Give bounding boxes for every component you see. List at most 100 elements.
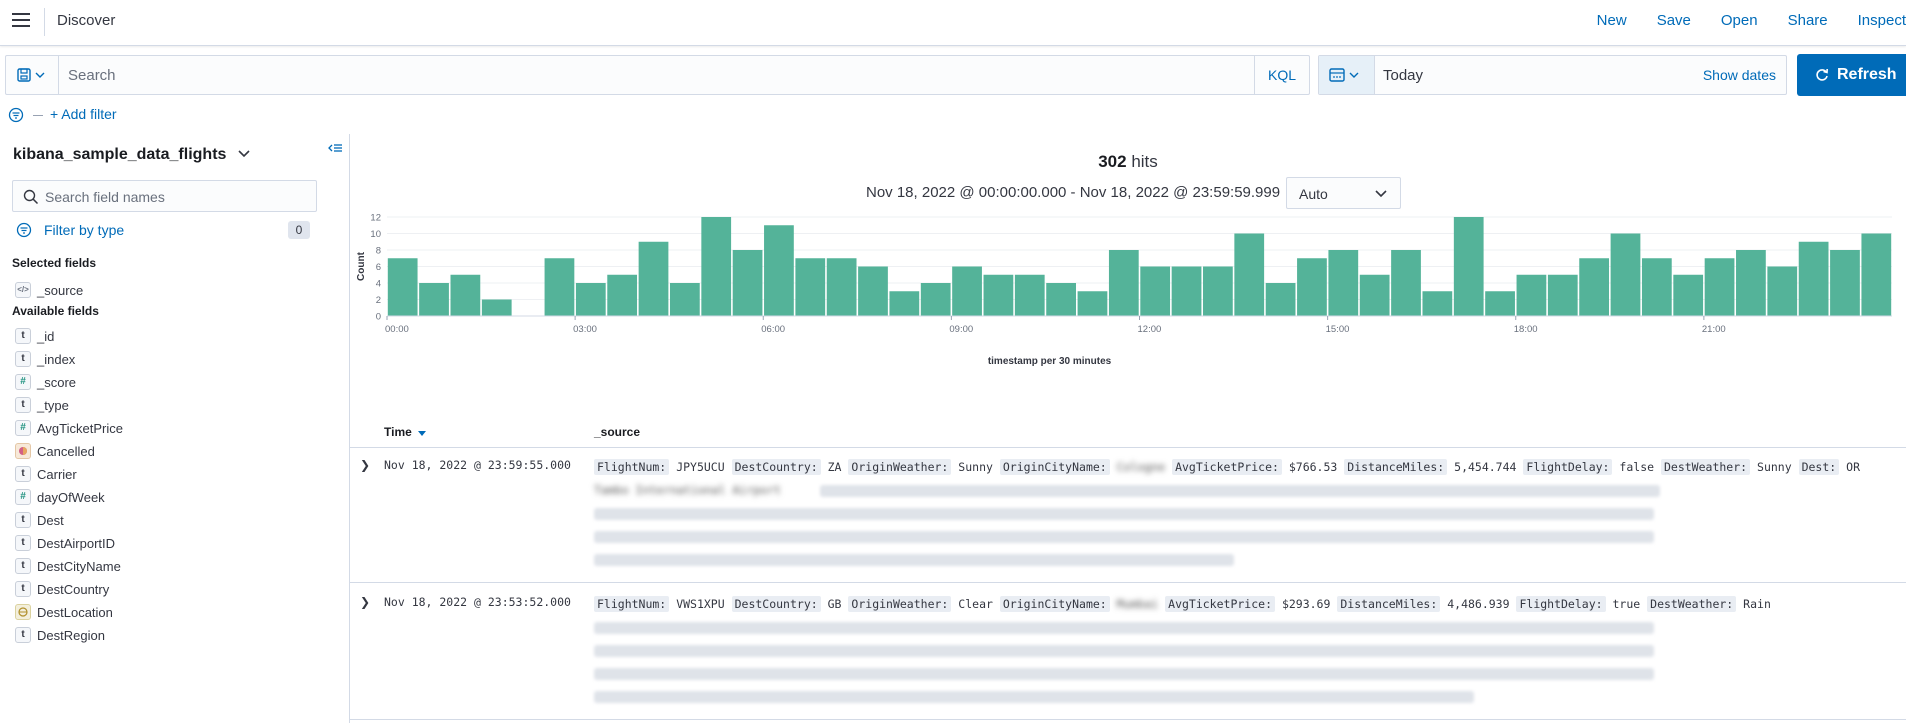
open-link[interactable]: Open <box>1720 12 1758 29</box>
source-field-key: DestCountry: <box>731 459 821 475</box>
save-link[interactable]: Save <box>1656 12 1691 29</box>
histogram-bar[interactable] <box>419 283 449 316</box>
histogram-bar[interactable] <box>638 241 669 316</box>
histogram-bar[interactable] <box>1485 291 1515 316</box>
expand-row-icon[interactable]: ❯ <box>360 595 371 609</box>
filter-by-type-button[interactable]: Filter by type 0 <box>16 220 316 242</box>
histogram-bar[interactable] <box>1046 283 1076 316</box>
quick-menu-button[interactable] <box>1319 56 1375 94</box>
date-range-text[interactable]: Today <box>1383 67 1424 84</box>
histogram-bar[interactable] <box>481 299 512 317</box>
histogram-bar[interactable] <box>1265 283 1296 316</box>
field-search-input[interactable] <box>45 189 305 205</box>
histogram-bar[interactable] <box>607 274 638 316</box>
histogram-bar[interactable] <box>1610 233 1641 317</box>
histogram-bar[interactable] <box>1203 266 1233 317</box>
histogram-bar[interactable] <box>1108 250 1139 316</box>
histogram-bar[interactable] <box>983 274 1014 316</box>
kql-toggle[interactable]: KQL <box>1254 56 1309 94</box>
y-tick-label: 0 <box>376 312 381 323</box>
string-type-icon: t <box>15 558 31 574</box>
share-link[interactable]: Share <box>1787 12 1828 29</box>
expand-row-icon[interactable]: ❯ <box>360 458 371 472</box>
menu-icon[interactable] <box>12 13 30 27</box>
x-tick-label: 21:00 <box>1702 324 1726 335</box>
source-field-key: OriginWeather: <box>848 596 952 612</box>
histogram-bar[interactable] <box>1391 250 1421 316</box>
redacted-text <box>594 668 1654 680</box>
histogram-bar[interactable] <box>1453 217 1484 316</box>
histogram-bar[interactable] <box>764 225 794 316</box>
histogram-bar[interactable] <box>1422 291 1453 316</box>
field-sidebar: kibana_sample_data_flights Filter by typ… <box>0 134 350 723</box>
histogram-bar[interactable] <box>575 283 606 316</box>
saved-query-button[interactable] <box>6 56 59 94</box>
string-type-icon: t <box>15 581 31 597</box>
refresh-icon <box>1816 68 1828 81</box>
x-tick-label: 03:00 <box>573 324 597 335</box>
histogram-bar[interactable] <box>826 258 857 316</box>
histogram-bar[interactable] <box>669 283 700 316</box>
source-field-value: ZA <box>827 460 842 474</box>
new-link[interactable]: New <box>1596 12 1627 29</box>
field-name: _index <box>37 352 76 367</box>
source-field-key: DistanceMiles: <box>1337 596 1441 612</box>
histogram-bar[interactable] <box>1234 233 1265 317</box>
search-input[interactable] <box>68 67 1068 84</box>
histogram-bar[interactable] <box>1861 233 1892 317</box>
histogram-bar[interactable] <box>795 258 826 316</box>
histogram-bar[interactable] <box>387 258 418 316</box>
filter-menu-icon[interactable] <box>8 107 24 123</box>
histogram-bar[interactable] <box>544 258 575 316</box>
blurred-value: Tambo International Airport <box>594 483 781 497</box>
histogram-bar[interactable] <box>1579 258 1610 316</box>
histogram-bar[interactable] <box>1328 250 1359 316</box>
interval-select[interactable]: Auto <box>1286 177 1401 209</box>
inspect-link[interactable]: Inspect <box>1857 12 1906 29</box>
histogram-bar[interactable] <box>1359 274 1390 316</box>
row-separator <box>350 719 1906 720</box>
histogram-bar[interactable] <box>1673 274 1704 316</box>
histogram-bar[interactable] <box>1798 241 1829 316</box>
source-field-value: JPY5UCU <box>676 460 725 474</box>
histogram-bar[interactable] <box>1140 266 1171 317</box>
source-field-key: FlightDelay: <box>1523 459 1613 475</box>
save-icon <box>17 68 45 82</box>
histogram-bar[interactable] <box>858 266 888 317</box>
histogram-bar[interactable] <box>1077 291 1108 316</box>
histogram-bar[interactable] <box>450 274 481 316</box>
refresh-button[interactable]: Refresh <box>1797 54 1906 96</box>
histogram-bar[interactable] <box>1641 258 1672 316</box>
collapse-sidebar-icon[interactable] <box>327 142 343 156</box>
histogram-bar[interactable] <box>952 266 982 317</box>
histogram-chart[interactable]: 0 2 4 6 8 10 12 00:00 03:00 06:00 09:00 12:00 15:00 1… <box>350 214 1906 394</box>
histogram-bar[interactable] <box>1516 274 1547 316</box>
y-axis-label: Count <box>356 251 367 281</box>
time-column-label: Time <box>384 425 412 439</box>
add-filter-button[interactable]: + Add filter <box>50 106 117 122</box>
histogram-bar[interactable] <box>1830 250 1860 316</box>
source-field-value: $293.69 <box>1281 597 1331 611</box>
sort-down-icon[interactable] <box>418 430 427 436</box>
histogram-bar[interactable] <box>732 250 763 316</box>
histogram-bar[interactable] <box>1767 266 1798 317</box>
available-fields-title: Available fields <box>12 304 99 318</box>
source-field-key: OriginCityName: <box>999 459 1110 475</box>
histogram-bar[interactable] <box>1547 274 1578 316</box>
top-nav-links: New Save Open Share Inspect <box>1567 12 1906 29</box>
field-name: dayOfWeek <box>37 490 105 505</box>
histogram-bar[interactable] <box>1014 274 1045 316</box>
field-name: Dest <box>37 513 64 528</box>
histogram-bar[interactable] <box>920 283 951 316</box>
histogram-bar[interactable] <box>701 217 732 316</box>
histogram-bar[interactable] <box>1171 266 1202 317</box>
source-field-value: true <box>1612 597 1641 611</box>
field-name: _source <box>37 283 84 298</box>
histogram-bar[interactable] <box>889 291 920 316</box>
time-column-header[interactable]: Time <box>384 425 427 439</box>
histogram-bar[interactable] <box>1736 250 1766 316</box>
histogram-bar[interactable] <box>1704 258 1735 316</box>
index-pattern-selector[interactable]: kibana_sample_data_flights <box>13 146 251 164</box>
show-dates-button[interactable]: Show dates <box>1702 67 1776 83</box>
histogram-bar[interactable] <box>1297 258 1327 316</box>
